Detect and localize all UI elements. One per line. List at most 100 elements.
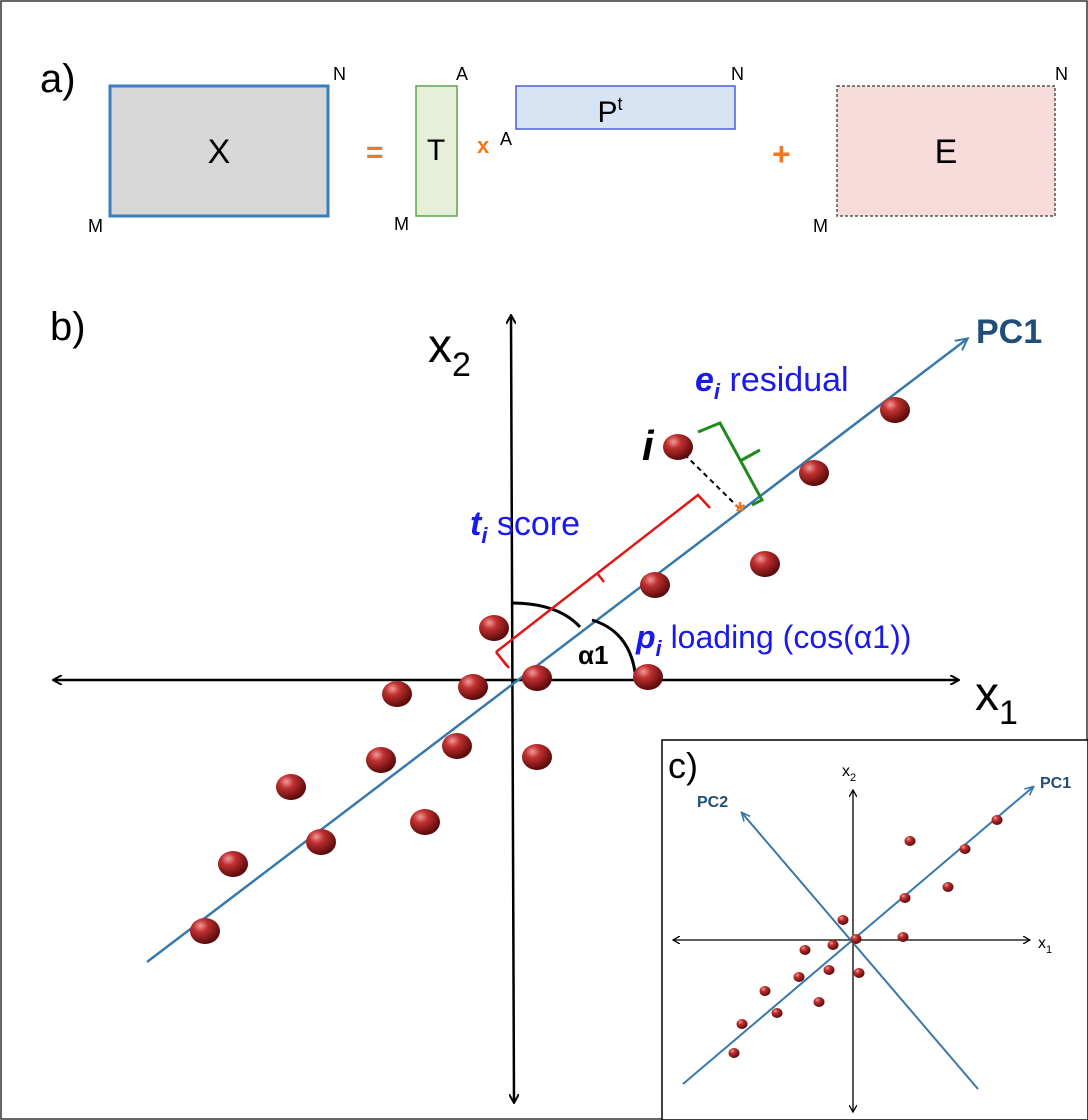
b-loading-subscript: i	[656, 636, 663, 661]
b-y-axis-letter: x	[428, 320, 452, 373]
c-point	[991, 815, 1003, 825]
c-point	[728, 1048, 740, 1058]
b-point	[442, 733, 472, 759]
b-point	[633, 664, 663, 690]
matrix-t	[415, 85, 458, 217]
c-point	[823, 965, 835, 975]
b-point	[218, 851, 248, 877]
c-point	[899, 893, 911, 903]
b-point	[522, 665, 552, 691]
b-score-subscript: i	[481, 523, 488, 548]
b-score-label: ti score	[470, 505, 580, 548]
matrix-e	[836, 85, 1056, 217]
c-point	[959, 844, 971, 854]
b-y-axis-label: x2	[428, 320, 471, 384]
matrix-e-rows: M	[813, 216, 828, 236]
b-y-axis	[511, 316, 514, 1102]
c-pc2-line	[742, 813, 979, 1090]
b-residual-subscript: i	[714, 379, 721, 404]
c-point	[904, 836, 916, 846]
b-score-text: score	[487, 505, 580, 543]
matrix-t-rows: M	[394, 214, 409, 234]
b-point	[382, 681, 412, 707]
c-point	[736, 1019, 748, 1029]
matrix-x	[108, 84, 330, 218]
c-point	[897, 932, 909, 942]
c-x-axis-label: x1	[1038, 935, 1052, 956]
panel-c: c) x1 x2 PC1 PC2	[661, 739, 1088, 1120]
b-points	[190, 397, 910, 944]
b-residual-symbol: e	[695, 361, 714, 399]
b-residual-brace	[697, 421, 765, 507]
panel-a-label: a)	[40, 57, 76, 101]
c-point	[813, 997, 825, 1007]
c-point	[793, 972, 805, 982]
b-point-i	[663, 434, 693, 460]
b-point-label: i	[642, 422, 655, 469]
b-loading-text: loading (cos(α1))	[662, 619, 912, 655]
c-y-axis-label: x2	[842, 763, 856, 784]
b-point	[750, 551, 780, 577]
matrix-pt-cols: N	[731, 64, 744, 84]
b-angle-arc-x	[591, 618, 638, 681]
matrix-t-label: T	[427, 134, 445, 167]
b-point	[640, 572, 670, 598]
b-point	[306, 829, 336, 855]
b-point	[479, 615, 509, 641]
b-point	[410, 809, 440, 835]
panel-b-label: b)	[50, 305, 86, 349]
b-residual-text: residual	[720, 361, 849, 399]
b-point	[880, 397, 910, 423]
c-point	[827, 940, 839, 950]
b-pc1-line	[146, 339, 967, 963]
equals-sign: =	[366, 136, 384, 169]
b-point	[276, 774, 306, 800]
c-point	[850, 934, 862, 944]
b-residual-line	[677, 447, 741, 510]
matrix-pt-label: Pt	[597, 94, 622, 129]
matrix-x-cols: N	[333, 64, 346, 84]
matrix-pt-superscript: t	[618, 94, 623, 114]
c-point	[759, 986, 771, 996]
panel-a: a) X N M = T A M x Pt A N + E N M	[40, 57, 1068, 236]
b-x-axis-label: x1	[975, 668, 1018, 732]
b-projection-star: *	[735, 496, 746, 526]
matrix-x-rows: M	[88, 216, 103, 236]
c-x-axis-letter: x	[1038, 935, 1046, 952]
b-point	[458, 674, 488, 700]
matrix-e-label: E	[935, 133, 958, 171]
plus-sign: +	[772, 136, 791, 172]
b-x-axis-letter: x	[975, 668, 999, 721]
c-y-axis-subscript: 2	[850, 772, 856, 784]
c-points	[728, 815, 1003, 1058]
c-point	[771, 1008, 783, 1018]
b-loading-symbol: p	[635, 619, 656, 655]
matrix-e-cols: N	[1055, 64, 1068, 84]
c-x-axis-subscript: 1	[1046, 944, 1052, 956]
matrix-pt-rows: A	[500, 129, 512, 149]
times-sign: x	[477, 133, 490, 158]
c-point	[853, 968, 865, 978]
panel-b: b) x1 x2 PC1 α1 * i ei residual ti score…	[50, 305, 1042, 1102]
b-y-axis-subscript: 2	[452, 346, 471, 384]
b-point	[190, 918, 220, 944]
b-score-symbol: t	[470, 505, 483, 543]
c-y-axis-letter: x	[842, 763, 850, 780]
b-point	[522, 744, 552, 770]
b-residual-label: ei residual	[695, 361, 849, 404]
matrix-x-label: X	[208, 133, 231, 171]
b-point	[799, 460, 829, 486]
c-pc2-label: PC2	[697, 794, 728, 811]
matrix-pt-letter: P	[597, 96, 617, 129]
c-point	[799, 945, 811, 955]
c-point	[837, 915, 849, 925]
b-pc1-label: PC1	[976, 313, 1042, 351]
c-point	[942, 882, 954, 892]
b-angle-label: α1	[578, 640, 608, 670]
b-point	[366, 747, 396, 773]
c-pc1-label: PC1	[1040, 775, 1071, 792]
panel-c-label: c)	[668, 745, 698, 786]
b-score-brace-end	[495, 651, 510, 669]
